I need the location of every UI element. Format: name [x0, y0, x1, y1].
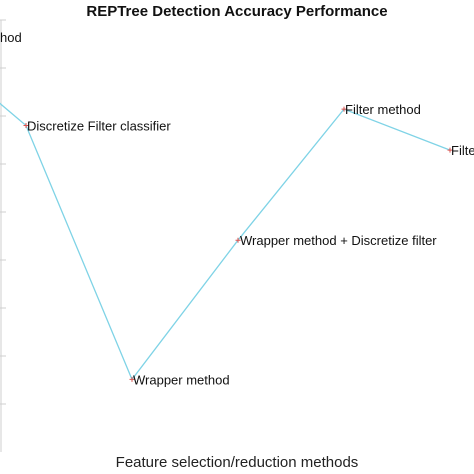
chart-title: REPTree Detection Accuracy Performance [86, 3, 388, 20]
data-point-marker [23, 123, 29, 129]
point-label: Filte [451, 143, 474, 158]
point-label: hod [0, 30, 22, 45]
point-label: Filter method [345, 102, 421, 117]
series-line [0, 102, 451, 381]
x-axis-label: Feature selection/reduction methods [115, 454, 359, 471]
point-label: Discretize Filter classifier [27, 119, 171, 134]
data-point-marker [235, 237, 241, 243]
data-point-marker [129, 376, 135, 382]
point-label: Wrapper method [133, 372, 230, 387]
data-point-marker [447, 147, 453, 153]
point-label: Wrapper method + Discretize filter [240, 233, 437, 248]
data-point-marker [341, 106, 347, 112]
